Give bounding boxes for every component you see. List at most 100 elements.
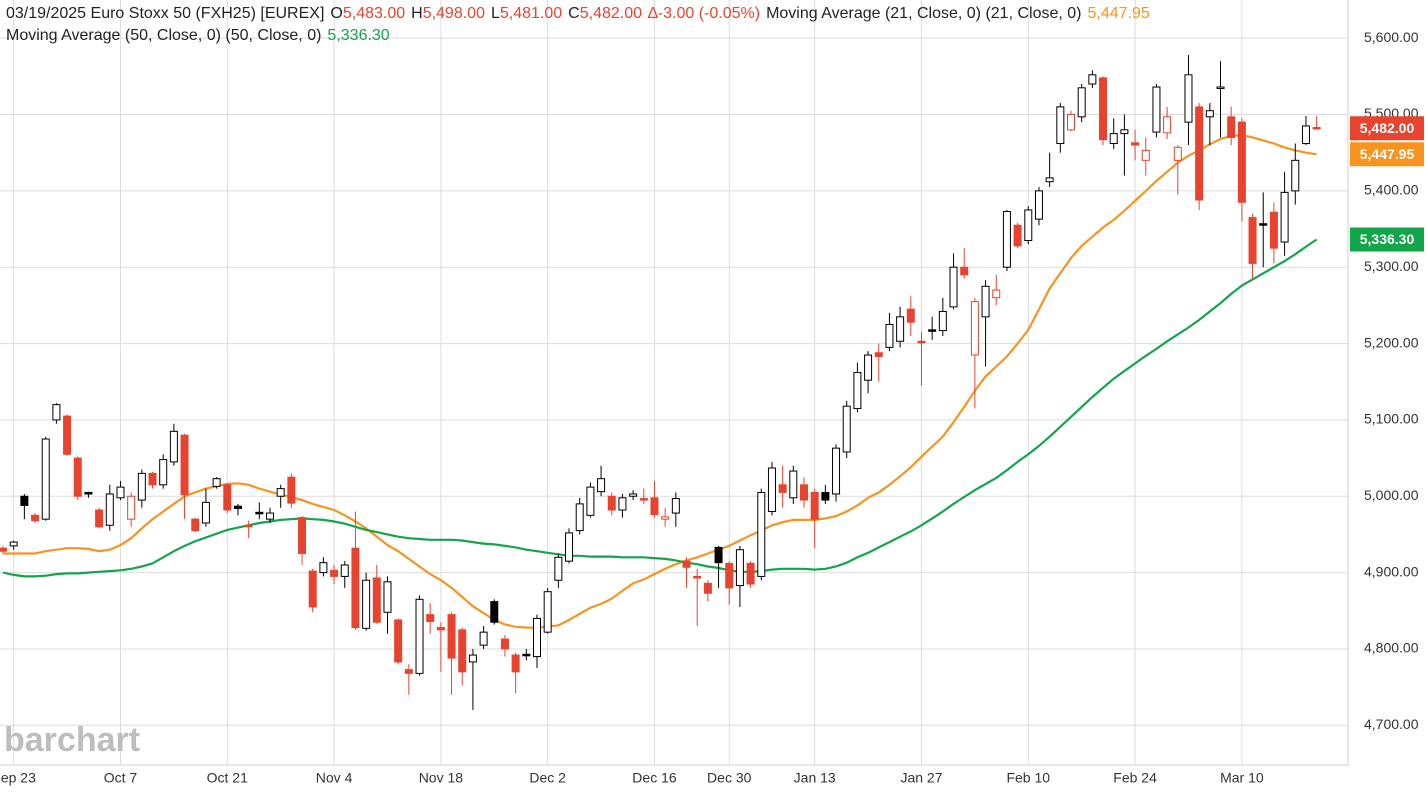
candle-body <box>778 484 787 493</box>
candle-body <box>853 372 862 409</box>
candle-body <box>426 614 435 622</box>
ma-label: Moving Average (50, Close, 0) (50, Close… <box>6 27 322 44</box>
candle-body <box>1045 177 1054 183</box>
candle-body <box>1280 191 1289 243</box>
candle-body <box>351 547 360 629</box>
candle-body <box>468 654 477 663</box>
candle-body <box>970 301 979 356</box>
candle-body <box>1131 142 1140 146</box>
candle-body <box>148 472 157 486</box>
candle-body <box>874 352 883 358</box>
candle-body <box>63 415 72 455</box>
candle-body <box>458 629 467 673</box>
candle-body <box>1120 129 1129 135</box>
candle-body <box>703 582 712 594</box>
symbol: 03/19/2025 Euro Stoxx 50 (FXH25) [EUREX] <box>6 5 325 22</box>
ma-last-box <box>1350 227 1424 252</box>
candle-body <box>1184 74 1193 123</box>
candle-body <box>1077 87 1086 118</box>
x-tick-label: Oct 21 <box>207 770 248 786</box>
candle-body <box>1099 77 1108 141</box>
x-tick-label: Oct 7 <box>104 770 138 786</box>
candle-body <box>298 517 307 555</box>
candle-body <box>511 654 520 673</box>
y-tick-label: 5,200.00 <box>1364 334 1419 350</box>
candle-body <box>714 546 723 564</box>
candle-body <box>864 354 873 381</box>
candle-body <box>116 486 125 499</box>
candle-body <box>1269 211 1278 249</box>
candle-body <box>1248 217 1257 264</box>
candle-body <box>586 486 595 516</box>
candle-body <box>330 569 339 577</box>
candle-body <box>436 627 445 631</box>
candle-body <box>671 498 680 514</box>
candle-body <box>746 562 755 585</box>
candle-body <box>757 491 766 577</box>
candle-body <box>938 310 947 332</box>
y-tick-label: 5,000.00 <box>1364 487 1419 503</box>
x-tick-label: Feb 10 <box>1006 770 1050 786</box>
candle-body <box>928 329 937 332</box>
candle-body <box>1002 210 1011 268</box>
candle-body <box>618 497 627 511</box>
candle-body <box>1152 86 1161 133</box>
candle-body <box>255 511 264 515</box>
change: ∆-3.00 (-0.05%) <box>648 5 761 22</box>
candle-body <box>500 638 509 650</box>
candle-body <box>41 438 50 520</box>
candle-body <box>832 447 841 495</box>
header: 03/19/2025 Euro Stoxx 50 (FXH25) [EUREX]… <box>6 3 1150 47</box>
candle-body <box>201 501 210 524</box>
y-tick-label: 5,600.00 <box>1364 29 1419 45</box>
x-tick-label: Jan 27 <box>900 770 942 786</box>
y-tick-label: 4,900.00 <box>1364 563 1419 579</box>
ohlc-item: C 5,482.00 <box>568 3 642 25</box>
x-tick-label: Dec 2 <box>529 770 566 786</box>
candle-body <box>1109 133 1118 145</box>
candle-body <box>789 470 798 499</box>
candle-body <box>522 653 531 657</box>
candle-body <box>810 491 819 520</box>
candle-body <box>73 457 82 497</box>
candle-body <box>693 575 702 579</box>
candle-body <box>575 503 584 532</box>
plot <box>0 54 1321 711</box>
candle-body <box>821 491 830 501</box>
candle-body <box>31 514 40 522</box>
candle-body <box>1067 114 1075 131</box>
candle-body <box>1173 146 1182 161</box>
candle-body <box>661 516 670 520</box>
candle-body <box>1216 86 1225 90</box>
candle-body <box>565 532 574 562</box>
candle-body <box>169 430 178 463</box>
candle-body <box>394 619 403 663</box>
candle-body <box>1013 224 1022 247</box>
ohlc-item: L 5,481.00 <box>491 3 562 25</box>
candle-body <box>1301 125 1310 145</box>
candle-body <box>533 617 541 658</box>
candle-body <box>682 560 691 568</box>
candle-body <box>127 495 136 520</box>
candle-body <box>960 266 969 276</box>
candle-body <box>842 405 851 453</box>
candle-body <box>597 478 606 493</box>
x-tick-label: Sep 23 <box>0 770 36 786</box>
grid <box>0 0 1348 765</box>
candle-body <box>800 484 808 501</box>
ohlc-label: L <box>490 5 500 22</box>
candle-body <box>159 459 168 486</box>
candle-body <box>735 549 744 587</box>
candle-body <box>383 581 392 613</box>
x-tick-label: Dec 30 <box>707 770 752 786</box>
candle-body <box>233 505 242 509</box>
candle-body <box>767 467 776 513</box>
y-tick-label: 4,700.00 <box>1364 716 1419 732</box>
candle-body <box>1088 74 1097 85</box>
candle-body <box>52 404 61 421</box>
x-tick-label: Nov 4 <box>316 770 353 786</box>
ma-last-box <box>1350 142 1424 167</box>
candle-body <box>404 669 413 674</box>
candle-body <box>554 556 563 581</box>
